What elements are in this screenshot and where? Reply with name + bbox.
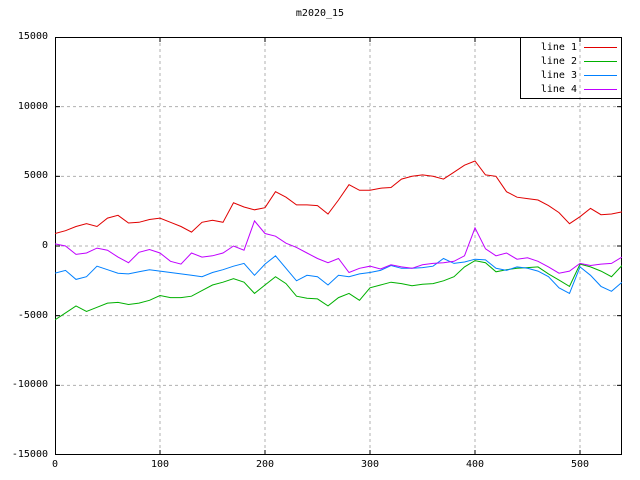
x-tick-label: 100 [150,459,170,470]
y-tick-label: 10000 [17,100,48,112]
plot-area [55,37,622,455]
series-line-3 [55,255,622,295]
y-tick-label: 5000 [23,170,48,182]
y-tick-label: 15000 [17,31,48,42]
y-tick-label: -10000 [11,379,48,391]
legend-label: line 1 [540,41,577,53]
y-tick-label: -5000 [17,309,48,321]
legend-line-sample [584,46,617,48]
legend-line-sample [584,74,617,76]
legend-line-sample [584,60,617,62]
x-tick-label: 300 [360,459,380,470]
legend-item: line 1 [521,40,621,54]
y-tick-label: 0 [41,240,48,251]
legend-item: line 3 [521,68,621,82]
x-tick-label: 0 [51,459,59,470]
chart-title: m2020_15 [295,8,345,19]
series-line-1 [55,160,622,234]
series-line-4 [55,219,622,274]
x-tick-label: 400 [465,459,485,470]
legend-item: line 2 [521,54,621,68]
plot-border [55,37,622,455]
legend-label: line 3 [540,69,577,81]
y-tick-label: -15000 [11,449,48,460]
legend-label: line 4 [540,83,577,95]
legend-item: line 4 [521,82,621,96]
legend: line 1 line 2 line 3 line 4 [520,37,622,99]
x-tick-label: 200 [255,459,275,470]
legend-line-sample [584,88,617,90]
legend-label: line 2 [540,55,577,67]
series-line-2 [55,260,622,321]
x-tick-label: 500 [570,459,590,470]
